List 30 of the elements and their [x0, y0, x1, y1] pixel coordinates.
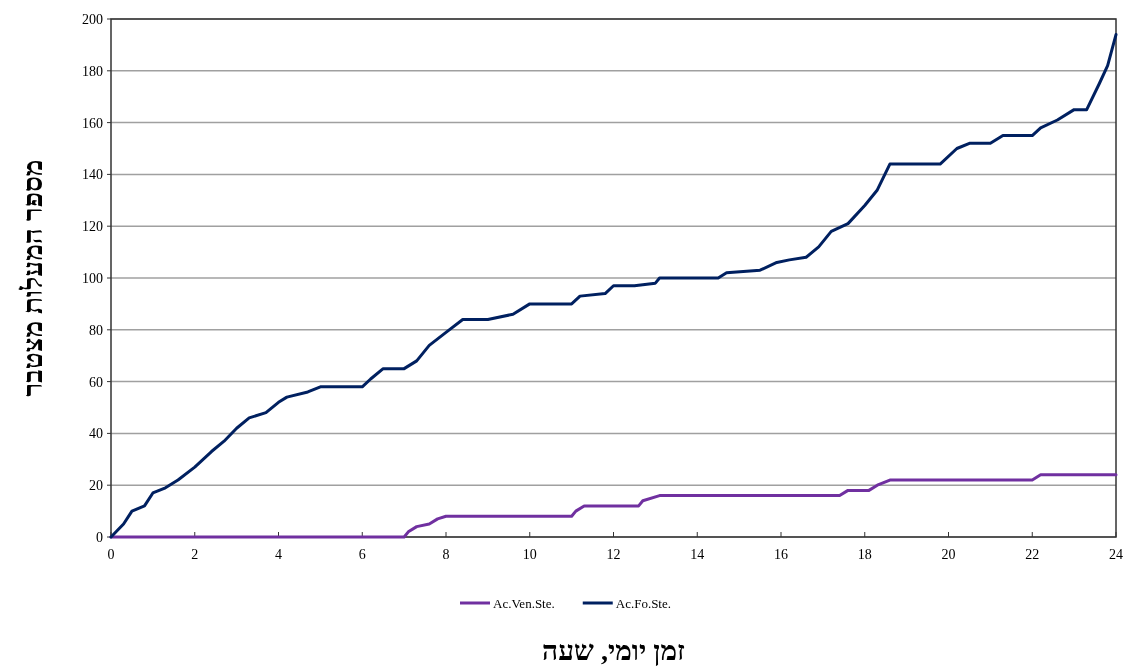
legend-label: Ac.Ven.Ste.: [493, 596, 555, 611]
line-series: [109, 473, 1118, 539]
x-tick-label: 20: [941, 547, 956, 562]
x-tick-label: 8: [442, 547, 450, 562]
y-tick-label: 100: [82, 271, 103, 286]
line-series: [109, 33, 1118, 539]
x-tick-label: 4: [275, 547, 282, 562]
y-tick-label: 60: [89, 374, 103, 390]
y-tick-label: 80: [89, 322, 103, 338]
y-tick-label: 120: [82, 219, 103, 235]
y-tick-label: 20: [89, 478, 103, 494]
x-tick-label: 2: [191, 547, 199, 562]
x-axis-title: זמן יומי, שעה: [542, 635, 686, 666]
x-tick-label: 22: [1025, 547, 1040, 562]
x-tick-label: 18: [857, 547, 872, 562]
y-tick-label: 180: [82, 63, 103, 79]
y-tick-label: 40: [89, 426, 103, 442]
x-tick-label: 10: [522, 547, 537, 562]
x-tick-label: 24: [1109, 547, 1123, 562]
x-tick-label: 0: [107, 547, 115, 562]
legend-label: Ac.Fo.Ste.: [615, 596, 671, 611]
y-tick-label: 200: [82, 12, 103, 27]
y-axis-title: מספר המעלות מצטבר: [17, 159, 48, 397]
x-tick-label: 12: [606, 547, 621, 562]
x-tick-label: 16: [774, 547, 788, 562]
y-tick-label: 140: [82, 167, 103, 183]
x-tick-label: 14: [690, 547, 705, 562]
x-tick-label: 6: [358, 547, 366, 562]
y-tick-label: 0: [96, 530, 103, 545]
y-tick-label: 160: [82, 115, 103, 131]
